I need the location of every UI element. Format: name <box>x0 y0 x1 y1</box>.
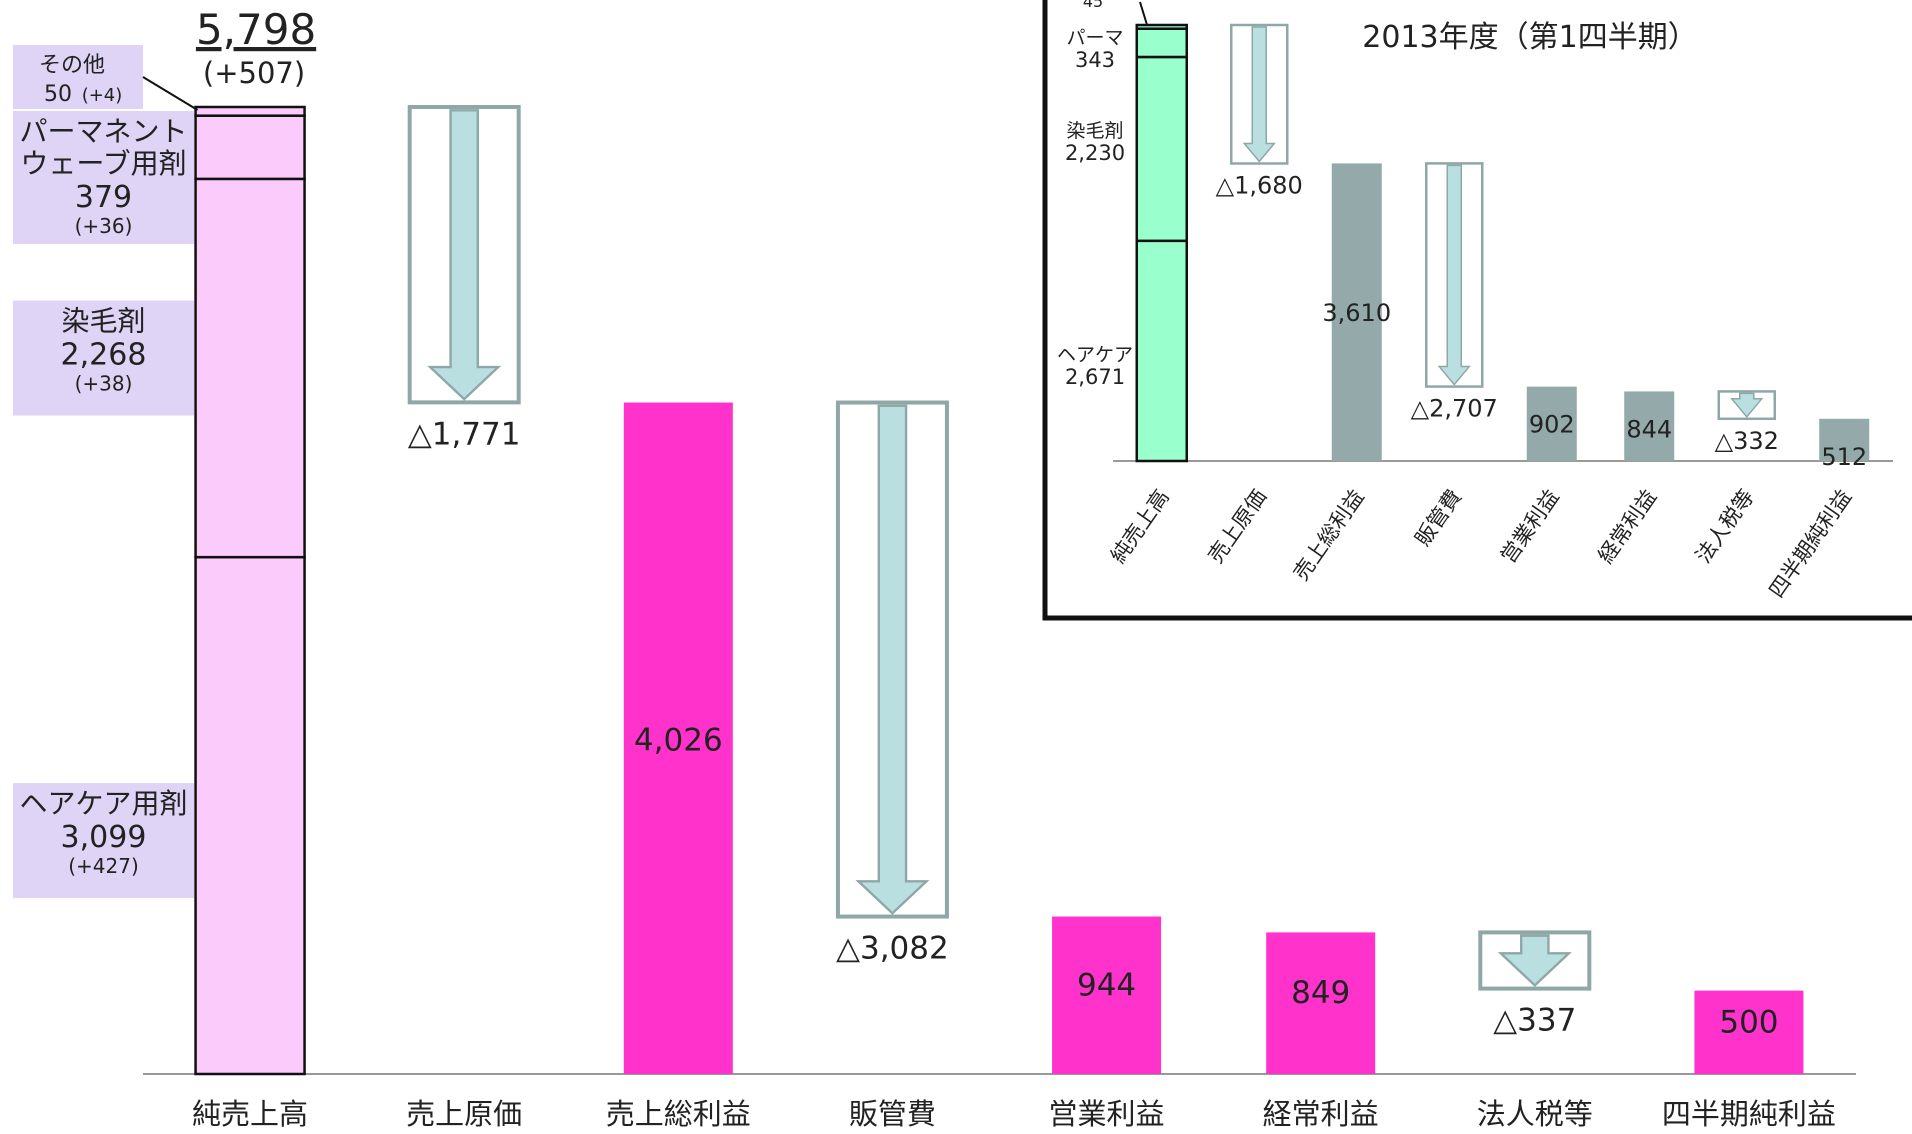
inset-profit-value-label: 512 <box>1821 443 1867 471</box>
cost-value-label: △337 <box>1493 1003 1576 1039</box>
segment-value-label: 2,268 <box>61 338 147 373</box>
main-x-tick-label: 売上原価 <box>406 1097 522 1130</box>
inset-segment-value-label: 343 <box>1075 48 1115 72</box>
main-x-tick-label: 四半期純利益 <box>1662 1097 1836 1130</box>
inset-sales-segment-bar <box>1137 57 1187 241</box>
cost-value-label: △1,771 <box>408 416 521 452</box>
profit-value-label: 944 <box>1077 967 1136 1003</box>
inset-profit-value-label: 902 <box>1529 411 1575 439</box>
inset-segment-name-label: 染毛剤 <box>1066 120 1123 142</box>
sales-segment-bar <box>196 116 305 179</box>
segment-change-label: (+427) <box>68 854 139 878</box>
main-x-tick-label: 経常利益 <box>1263 1097 1379 1130</box>
cost-value-label: △3,082 <box>836 931 949 967</box>
segment-leader-line <box>143 77 198 110</box>
inset-segment-name-label: ヘアケア <box>1057 344 1133 366</box>
main-x-tick-label: 売上総利益 <box>606 1097 751 1130</box>
segment-value-label: 50 <box>44 82 72 107</box>
profit-value-label: 500 <box>1719 1004 1778 1040</box>
inset-chart: 2013年度（第1四半期）純売上高 売上原価 売上総利益 販管費 営業利益 経常利益 法人税… <box>1045 0 1912 618</box>
main-x-tick-label: 純売上高 <box>192 1097 308 1130</box>
inset-segment-value-label: 2,671 <box>1065 365 1125 389</box>
main-x-tick-label: 法人税等 <box>1477 1097 1593 1130</box>
inset-profit-value-label: 844 <box>1626 415 1672 443</box>
inset-profit-value-label: 3,610 <box>1322 299 1391 327</box>
profit-value-label: 4,026 <box>634 722 723 758</box>
sales-segment-bar <box>196 557 305 1074</box>
main-x-tick-label: 販管費 <box>849 1097 936 1130</box>
segment-name-label: ウェーブ用剤 <box>20 147 186 180</box>
segment-name-label: ヘアケア用剤 <box>19 787 187 820</box>
inset-sales-segment-bar <box>1137 25 1187 29</box>
inset-sales-segment-bar <box>1137 241 1187 461</box>
profit-value-label: 849 <box>1291 975 1350 1011</box>
inset-segment-name-label: パーマ <box>1066 27 1123 49</box>
segment-change-label: (+38) <box>75 372 133 396</box>
inset-cost-value-label: △1,680 <box>1216 171 1303 199</box>
segment-change-label: (+4) <box>82 85 123 106</box>
segment-change-label: (+36) <box>75 214 133 238</box>
sales-segment-bar <box>196 179 305 557</box>
segment-name-label: その他 <box>39 53 105 78</box>
main-x-tick-label: 営業利益 <box>1049 1097 1165 1130</box>
total-change-label: (+507) <box>203 56 305 90</box>
inset-cost-value-label: △332 <box>1715 427 1779 455</box>
segment-name-label: パーマネント <box>19 115 187 148</box>
inset-sales-segment-bar <box>1137 29 1187 57</box>
total-value-label: 5,798 <box>196 5 316 54</box>
segment-name-label: 染毛剤 <box>61 305 145 338</box>
inset-title: 2013年度（第1四半期） <box>1362 20 1697 55</box>
inset-segment-value-label: 45 <box>1083 0 1103 11</box>
segment-value-label: 3,099 <box>61 820 147 855</box>
inset-segment-value-label: 2,230 <box>1065 141 1125 165</box>
sales-segment-bar <box>196 107 305 116</box>
inset-cost-value-label: △2,707 <box>1411 395 1498 423</box>
segment-value-label: 379 <box>75 180 132 215</box>
